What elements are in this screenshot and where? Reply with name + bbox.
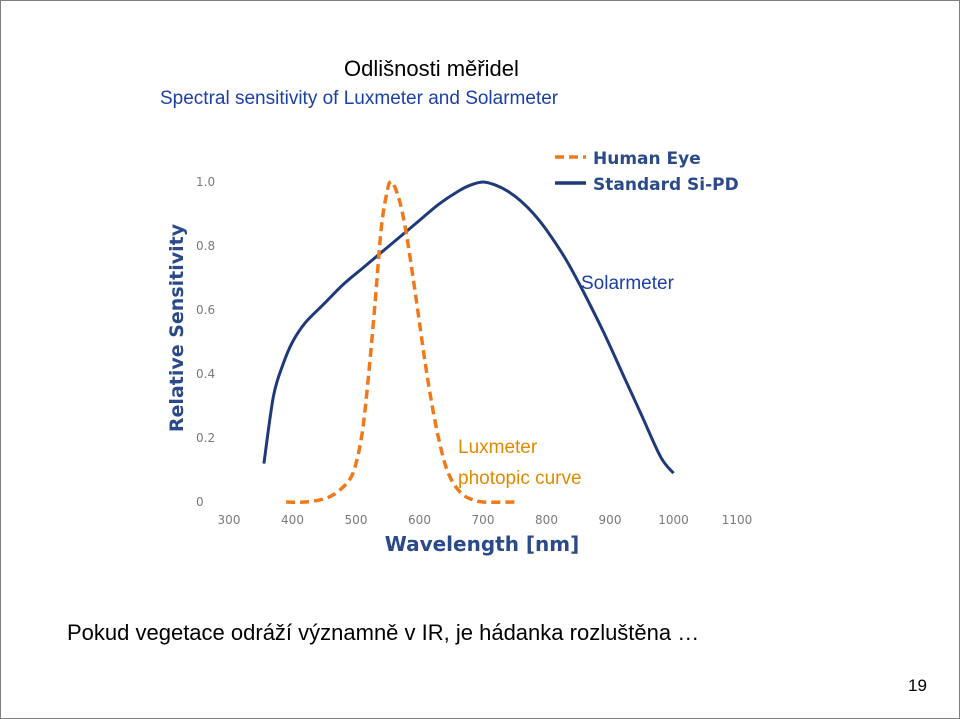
- x-tick-label: 700: [472, 513, 495, 527]
- y-tick-label: 0.6: [196, 303, 215, 317]
- annotation-solarmeter: Solarmeter: [581, 273, 675, 294]
- y-axis-title: Relative Sensitivity: [166, 223, 188, 432]
- y-tick-label: 0.2: [196, 431, 215, 445]
- y-tick-label: 0.4: [196, 367, 215, 381]
- x-tick-label: 600: [408, 513, 431, 527]
- x-axis-title: Wavelength [nm]: [385, 532, 580, 556]
- y-tick-labels: 0 0.2 0.4 0.6 0.8 1.0: [196, 175, 215, 509]
- series-line-human-eye: [286, 180, 515, 504]
- x-tick-label: 500: [345, 513, 368, 527]
- page-number: 19: [908, 676, 927, 695]
- x-tick-label: 1000: [658, 513, 689, 527]
- legend-label-si-pd: Standard Si-PD: [593, 175, 739, 195]
- y-tick-label: 0: [196, 495, 204, 509]
- y-tick-label: 0.8: [196, 239, 215, 253]
- y-tick-label: 1.0: [196, 175, 215, 189]
- x-tick-label: 400: [281, 513, 304, 527]
- x-tick-label: 800: [535, 513, 558, 527]
- x-tick-label: 900: [599, 513, 622, 527]
- x-tick-label: 300: [218, 513, 241, 527]
- slide-body-text: Pokud vegetace odráží významně v IR, je …: [67, 620, 700, 645]
- slide-subtitle: Spectral sensitivity of Luxmeter and Sol…: [160, 88, 559, 109]
- legend-label-human-eye: Human Eye: [593, 149, 701, 169]
- series-line-si-pd: [262, 180, 675, 475]
- slide-title: Odlišnosti měřidel: [344, 56, 519, 81]
- x-tick-label: 1100: [722, 513, 753, 527]
- annotation-luxmeter: Luxmeter photopic curve: [458, 437, 582, 489]
- series-layer: [262, 180, 675, 504]
- legend: Human Eye Standard Si-PD: [555, 149, 739, 195]
- x-tick-labels: 300 400 500 600 700 800 900 1000 1100: [218, 513, 753, 527]
